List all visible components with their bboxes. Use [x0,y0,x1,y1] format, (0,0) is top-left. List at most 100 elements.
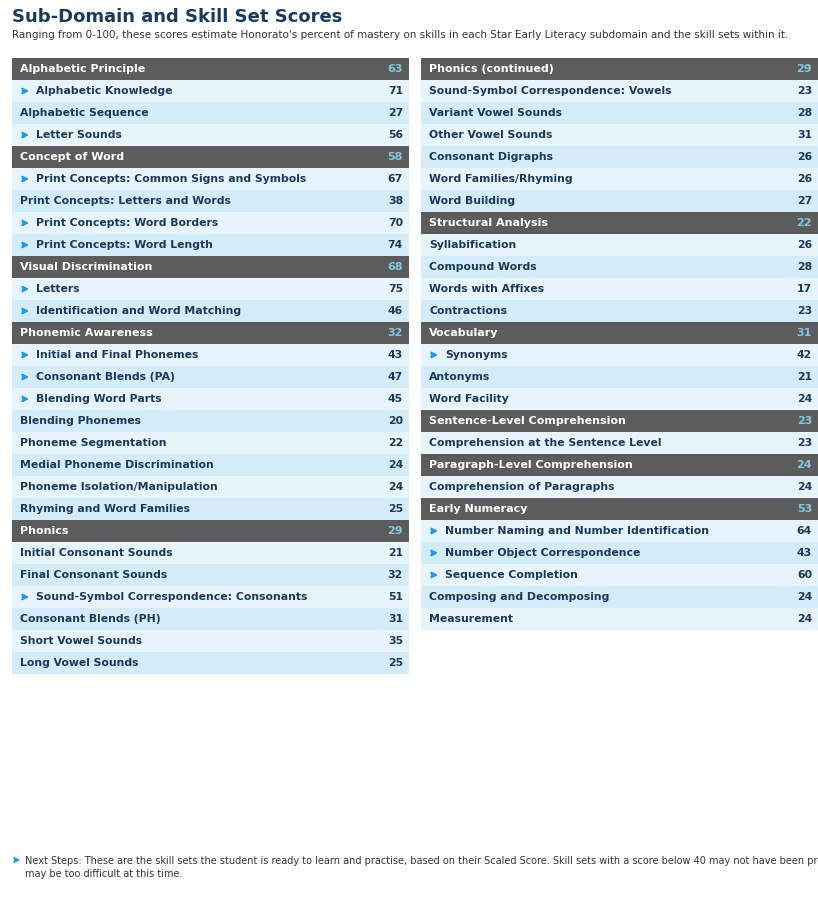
Bar [12,124,409,146]
Text: Phonics: Phonics [20,526,69,536]
Bar [12,432,409,454]
Text: 25: 25 [388,658,403,668]
Text: Early Numeracy: Early Numeracy [429,504,528,514]
Bar [421,146,818,168]
Bar [421,168,818,190]
Bar [421,322,818,344]
Bar [421,212,818,234]
Text: Consonant Digraphs: Consonant Digraphs [429,152,553,162]
Text: Number Naming and Number Identification: Number Naming and Number Identification [445,526,709,536]
Bar [12,608,409,630]
Text: Vocabulary: Vocabulary [429,328,498,338]
Text: Phonemic Awareness: Phonemic Awareness [20,328,153,338]
Text: 25: 25 [388,504,403,514]
Text: 32: 32 [388,328,403,338]
Bar [12,80,409,102]
Bar [421,520,818,542]
Bar [12,300,409,322]
Text: Letters: Letters [36,284,79,294]
Bar [421,190,818,212]
Bar [421,278,818,300]
Bar [12,102,409,124]
Text: Initial Consonant Sounds: Initial Consonant Sounds [20,548,173,558]
Text: 23: 23 [797,438,812,448]
Bar [12,586,409,608]
Text: 21: 21 [797,372,812,382]
Text: Long Vowel Sounds: Long Vowel Sounds [20,658,138,668]
Text: 23: 23 [797,86,812,96]
Bar [421,476,818,498]
Bar [12,322,409,344]
Text: Print Concepts: Common Signs and Symbols: Print Concepts: Common Signs and Symbols [36,174,306,184]
Bar [421,300,818,322]
Text: 23: 23 [797,306,812,316]
Bar [12,344,409,366]
Text: 24: 24 [797,614,812,624]
Text: 28: 28 [797,262,812,272]
Text: Other Vowel Sounds: Other Vowel Sounds [429,130,552,140]
Text: 31: 31 [797,130,812,140]
Text: 27: 27 [388,108,403,118]
Bar [421,102,818,124]
Text: Paragraph-Level Comprehension: Paragraph-Level Comprehension [429,460,633,470]
Bar [421,344,818,366]
Text: Final Consonant Sounds: Final Consonant Sounds [20,570,167,580]
Bar [421,256,818,278]
Text: 53: 53 [797,504,812,514]
Text: 46: 46 [388,306,403,316]
Text: Sentence-Level Comprehension: Sentence-Level Comprehension [429,416,626,426]
Bar [421,366,818,388]
Text: Identification and Word Matching: Identification and Word Matching [36,306,241,316]
Text: Phoneme Segmentation: Phoneme Segmentation [20,438,167,448]
Bar [12,652,409,674]
Text: Sound-Symbol Correspondence: Consonants: Sound-Symbol Correspondence: Consonants [36,592,308,602]
Text: 75: 75 [388,284,403,294]
Text: Initial and Final Phonemes: Initial and Final Phonemes [36,350,199,360]
Bar [421,124,818,146]
Bar [12,388,409,410]
Bar [421,58,818,80]
Bar [12,234,409,256]
Text: 42: 42 [797,350,812,360]
Text: Alphabetic Principle: Alphabetic Principle [20,64,146,74]
Text: Phonics (continued): Phonics (continued) [429,64,554,74]
Bar [421,498,818,520]
Bar [12,410,409,432]
Text: 67: 67 [388,174,403,184]
Text: Consonant Blends (PH): Consonant Blends (PH) [20,614,160,624]
Bar [421,564,818,586]
Text: 17: 17 [797,284,812,294]
Text: 31: 31 [797,328,812,338]
Text: Structural Analysis: Structural Analysis [429,218,548,228]
Text: 56: 56 [388,130,403,140]
Bar [421,608,818,630]
Text: Concept of Word: Concept of Word [20,152,124,162]
Text: 70: 70 [388,218,403,228]
Text: Next Steps: These are the skill sets the student is ready to learn and practise,: Next Steps: These are the skill sets the… [25,856,818,879]
Bar [12,454,409,476]
Text: Word Building: Word Building [429,196,515,206]
Text: 26: 26 [797,152,812,162]
Text: 21: 21 [388,548,403,558]
Bar [12,498,409,520]
Text: 38: 38 [388,196,403,206]
Text: 43: 43 [797,548,812,558]
Text: Word Facility: Word Facility [429,394,509,404]
Text: 27: 27 [797,196,812,206]
Text: Measurement: Measurement [429,614,513,624]
Text: 24: 24 [797,592,812,602]
Bar [421,234,818,256]
Text: Antonyms: Antonyms [429,372,490,382]
Bar [421,80,818,102]
Text: Print Concepts: Letters and Words: Print Concepts: Letters and Words [20,196,231,206]
Text: 74: 74 [388,240,403,250]
Text: 29: 29 [797,64,812,74]
Bar [421,388,818,410]
Text: Syllabification: Syllabification [429,240,516,250]
Text: 24: 24 [388,460,403,470]
Bar [12,520,409,542]
Text: 20: 20 [388,416,403,426]
Text: Consonant Blends (PA): Consonant Blends (PA) [36,372,175,382]
Bar [12,190,409,212]
Text: 22: 22 [797,218,812,228]
